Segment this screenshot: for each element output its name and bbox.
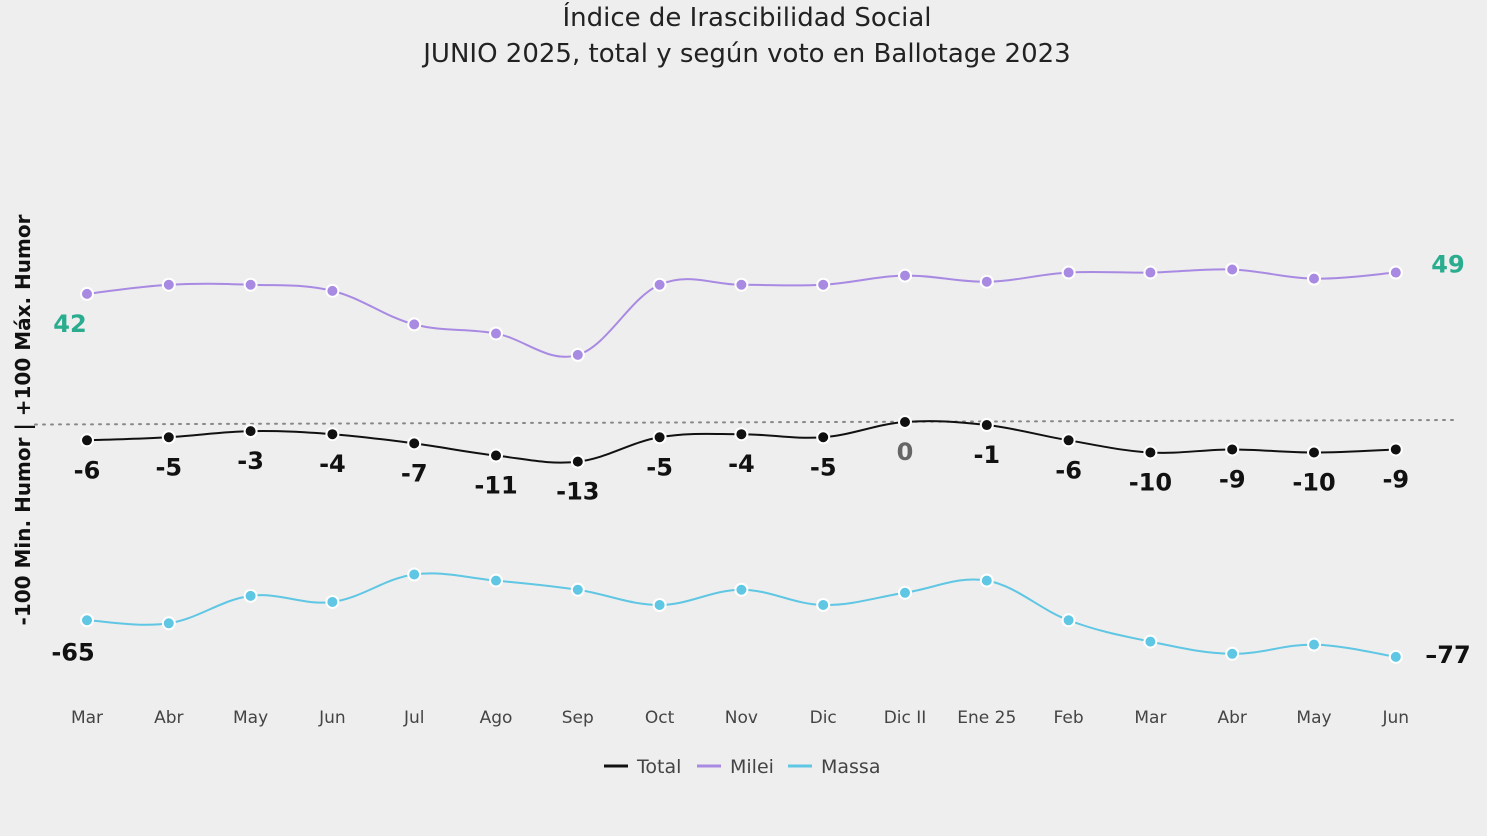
data-point-massa-6 xyxy=(570,582,585,597)
data-point-milei-0 xyxy=(80,286,94,301)
x-tick-label-3: Jun xyxy=(318,708,346,728)
x-tick-label-16: Jun xyxy=(1382,708,1410,728)
x-tick-label-0: Mar xyxy=(71,708,103,728)
x-tick-label-1: Abr xyxy=(154,708,183,728)
data-point-milei-13 xyxy=(1143,265,1158,280)
x-tick-label-6: Sep xyxy=(562,708,594,728)
x-tick-label-14: Abr xyxy=(1217,708,1246,728)
x-tick-label-7: Oct xyxy=(645,708,675,728)
data-point-milei-1 xyxy=(161,277,176,292)
x-tick-label-5: Ago xyxy=(480,708,513,728)
data-point-total-0 xyxy=(80,433,94,448)
data-point-massa-4 xyxy=(407,567,422,582)
data-point-massa-7 xyxy=(652,598,667,612)
data-point-massa-16 xyxy=(1388,649,1403,664)
data-point-total-11 xyxy=(979,418,994,433)
data-label-total-7: -5 xyxy=(646,453,673,481)
data-point-massa-8 xyxy=(734,582,749,597)
data-point-milei-5 xyxy=(489,326,503,341)
data-point-milei-6 xyxy=(570,347,585,362)
x-tick-label-8: Nov xyxy=(725,708,758,728)
data-point-massa-3 xyxy=(325,594,340,609)
x-tick-label-10: Dic II xyxy=(884,708,927,728)
data-label-total-10: 0 xyxy=(897,438,914,466)
data-label-total-3: -4 xyxy=(319,450,346,478)
x-tick-label-4: Jul xyxy=(403,708,425,728)
data-point-milei-8 xyxy=(734,277,749,292)
data-point-milei-3 xyxy=(325,283,340,298)
data-point-total-8 xyxy=(734,427,749,442)
legend-label-massa: Massa xyxy=(821,756,880,778)
data-point-massa-13 xyxy=(1143,634,1158,649)
data-point-total-9 xyxy=(816,430,831,445)
data-label-total-11: -1 xyxy=(973,441,1000,469)
data-point-massa-9 xyxy=(816,598,831,612)
data-label-total-5: -11 xyxy=(474,472,517,500)
data-point-massa-14 xyxy=(1225,646,1240,661)
data-label-total-6: -13 xyxy=(556,478,599,506)
data-point-massa-15 xyxy=(1307,637,1321,652)
x-tick-label-12: Feb xyxy=(1054,708,1084,728)
data-point-massa-1 xyxy=(161,616,176,631)
data-point-total-12 xyxy=(1061,433,1076,448)
data-point-total-4 xyxy=(407,436,422,451)
data-label-total-1: -5 xyxy=(155,453,182,481)
data-point-massa-10 xyxy=(898,585,912,600)
end-label-milei-last: 49 xyxy=(1431,251,1464,279)
data-point-massa-0 xyxy=(80,613,94,628)
y-axis-label: -100 Min. Humor | +100 Máx. Humor xyxy=(11,214,35,625)
data-label-total-4: -7 xyxy=(401,459,428,487)
data-label-total-12: -6 xyxy=(1055,456,1082,484)
data-point-total-16 xyxy=(1388,442,1403,457)
data-point-total-2 xyxy=(243,424,258,439)
data-label-total-13: -10 xyxy=(1129,469,1172,497)
chart-title: Índice de Irascibilidad Social xyxy=(562,1,931,33)
data-label-total-16: -9 xyxy=(1382,465,1409,493)
data-point-total-3 xyxy=(325,427,340,442)
data-point-massa-5 xyxy=(489,573,503,588)
data-point-milei-10 xyxy=(898,268,912,283)
data-point-total-15 xyxy=(1307,445,1321,460)
data-label-total-2: -3 xyxy=(237,447,264,475)
data-point-total-5 xyxy=(489,448,503,463)
data-point-milei-11 xyxy=(979,274,994,289)
data-label-total-8: -4 xyxy=(728,450,755,478)
end-label-massa-last: –77 xyxy=(1425,641,1470,669)
data-point-milei-16 xyxy=(1388,265,1403,280)
data-point-milei-14 xyxy=(1225,262,1240,277)
data-point-massa-11 xyxy=(979,573,994,588)
legend-label-total: Total xyxy=(636,756,681,778)
x-tick-label-2: May xyxy=(233,708,268,728)
zero-reference-line xyxy=(34,419,1456,426)
legend: Total Milei Massa xyxy=(604,756,880,778)
data-point-milei-4 xyxy=(407,317,422,332)
data-label-total-15: -10 xyxy=(1292,469,1335,497)
legend-label-milei: Milei xyxy=(730,756,774,778)
data-point-massa-12 xyxy=(1061,613,1076,628)
chart-subtitle: JUNIO 2025, total y según voto en Ballot… xyxy=(421,39,1070,69)
x-tick-label-15: May xyxy=(1296,708,1331,728)
data-point-massa-2 xyxy=(243,588,258,603)
data-point-total-6 xyxy=(570,454,585,469)
end-label-massa-first: -65 xyxy=(51,638,94,666)
data-label-total-9: -5 xyxy=(810,453,837,481)
data-label-total-0: -6 xyxy=(74,456,101,484)
data-point-total-1 xyxy=(161,430,176,445)
x-tick-label-13: Mar xyxy=(1134,708,1166,728)
data-point-milei-2 xyxy=(243,277,258,292)
data-point-total-10 xyxy=(898,415,912,429)
data-point-milei-7 xyxy=(652,277,667,292)
end-label-milei-first: 42 xyxy=(53,310,86,338)
data-point-total-7 xyxy=(652,430,667,445)
data-label-total-14: -9 xyxy=(1219,465,1246,493)
x-tick-label-9: Dic xyxy=(810,708,837,728)
x-tick-label-11: Ene 25 xyxy=(957,708,1016,728)
data-point-milei-15 xyxy=(1307,271,1321,286)
data-point-total-14 xyxy=(1225,442,1240,457)
data-point-milei-12 xyxy=(1061,265,1076,280)
data-point-total-13 xyxy=(1143,445,1158,460)
data-point-milei-9 xyxy=(816,277,831,292)
